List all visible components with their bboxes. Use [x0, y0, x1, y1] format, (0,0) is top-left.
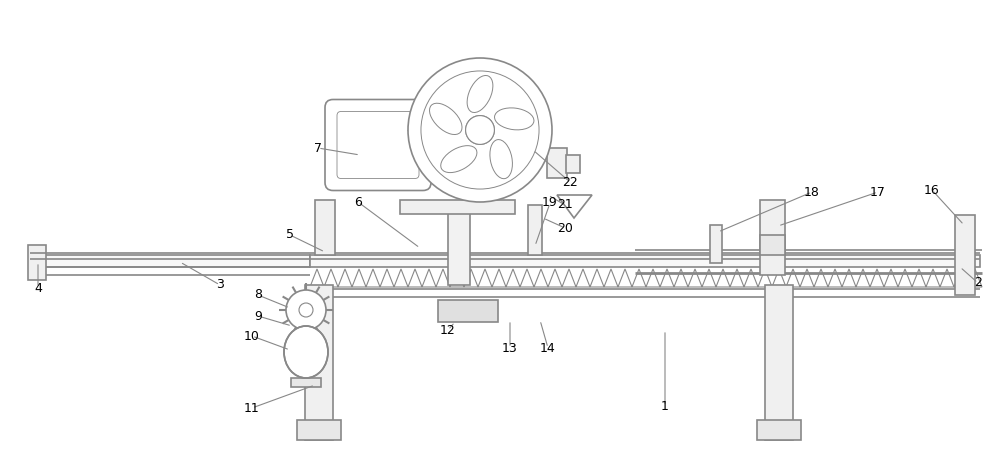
Bar	[710, 225, 722, 263]
Circle shape	[286, 290, 326, 330]
Bar	[310, 255, 980, 267]
Bar	[291, 378, 321, 387]
Text: 20: 20	[557, 221, 573, 234]
Bar	[30, 255, 310, 267]
Circle shape	[408, 58, 552, 202]
Bar	[448, 205, 470, 285]
Text: 22: 22	[562, 176, 578, 189]
Text: 14: 14	[540, 342, 556, 355]
Text: 5: 5	[286, 228, 294, 241]
Text: 3: 3	[216, 279, 224, 292]
Bar	[547, 148, 567, 178]
Text: 2: 2	[974, 276, 982, 289]
Bar	[757, 420, 801, 440]
Text: 17: 17	[870, 185, 886, 199]
Text: 21: 21	[557, 199, 573, 212]
Bar	[955, 215, 975, 295]
Bar	[438, 300, 498, 322]
Text: 9: 9	[254, 309, 262, 322]
Bar	[28, 245, 46, 280]
Text: 19: 19	[542, 197, 558, 210]
Bar	[528, 205, 542, 255]
Bar	[760, 235, 785, 255]
Circle shape	[299, 303, 313, 317]
Bar	[400, 200, 515, 214]
Text: 12: 12	[440, 323, 456, 336]
Ellipse shape	[467, 75, 493, 112]
Ellipse shape	[284, 326, 328, 378]
Text: 8: 8	[254, 288, 262, 302]
Text: 1: 1	[661, 399, 669, 412]
Circle shape	[466, 116, 494, 144]
Text: 16: 16	[924, 184, 940, 197]
Text: 13: 13	[502, 342, 518, 355]
Text: 6: 6	[354, 196, 362, 208]
Ellipse shape	[430, 103, 462, 135]
Bar	[315, 200, 335, 255]
FancyBboxPatch shape	[325, 100, 431, 191]
Bar	[566, 155, 580, 173]
Bar	[765, 285, 793, 440]
Ellipse shape	[490, 140, 512, 178]
Circle shape	[466, 116, 494, 144]
Text: 4: 4	[34, 281, 42, 295]
Text: 18: 18	[804, 185, 820, 199]
Text: 7: 7	[314, 142, 322, 155]
Text: 10: 10	[244, 329, 260, 343]
Bar	[297, 420, 341, 440]
Ellipse shape	[441, 146, 477, 172]
Text: 11: 11	[244, 402, 260, 414]
Bar	[305, 285, 333, 440]
Ellipse shape	[495, 108, 534, 130]
Bar	[760, 200, 785, 275]
